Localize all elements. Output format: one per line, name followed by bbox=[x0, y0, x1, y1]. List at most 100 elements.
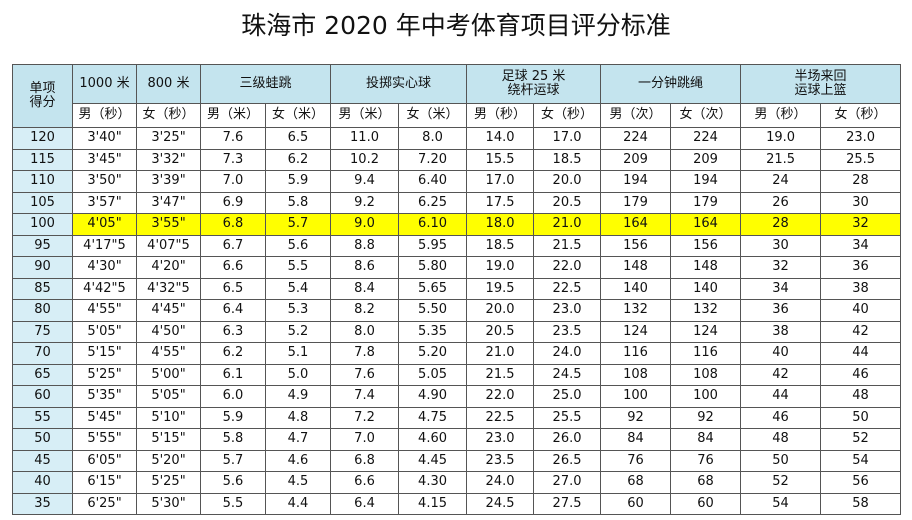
table-cell: 5'10" bbox=[136, 406, 201, 429]
table-row: 45 6'05" 5'20" 5.7 4.6 6.8 4.45 23.5 26.5 76 76 50 5… bbox=[12, 449, 902, 472]
subheader-cell: 女（米） bbox=[398, 103, 468, 128]
table-cell: 20.0 bbox=[466, 299, 535, 322]
subheader-cell: 男（米） bbox=[200, 103, 266, 128]
table-cell: 68 bbox=[600, 471, 672, 494]
score-cell: 50 bbox=[12, 428, 73, 451]
table-cell: 28 bbox=[820, 170, 902, 193]
table-cell: 92 bbox=[670, 406, 742, 429]
table-cell: 23.0 bbox=[533, 299, 602, 322]
table-row: 90 4'30" 4'20" 6.6 5.5 8.6 5.80 19.0 22.0 148 148 3… bbox=[12, 256, 902, 279]
table-cell: 84 bbox=[670, 428, 742, 451]
score-cell: 85 bbox=[12, 277, 73, 300]
table-cell: 6'25" bbox=[72, 492, 137, 515]
table-cell: 40 bbox=[820, 299, 902, 322]
table-row: 70 5'15" 4'55" 6.2 5.1 7.8 5.20 21.0 24.0 116 116 4… bbox=[12, 342, 902, 365]
table-cell: 116 bbox=[600, 342, 672, 365]
table-cell: 6'15" bbox=[72, 471, 137, 494]
table-cell: 5'15" bbox=[72, 342, 137, 365]
table-cell: 194 bbox=[670, 170, 742, 193]
table-cell: 5.5 bbox=[200, 492, 266, 515]
score-cell: 75 bbox=[12, 320, 73, 343]
table-cell: 5.0 bbox=[264, 363, 332, 386]
header-text: 一分钟跳绳 bbox=[638, 75, 704, 91]
table-cell: 44 bbox=[740, 385, 822, 408]
table-cell: 5.1 bbox=[264, 342, 332, 365]
table-cell: 44 bbox=[820, 342, 902, 365]
score-cell: 80 bbox=[12, 299, 73, 322]
table-cell: 116 bbox=[670, 342, 742, 365]
header-text: 绕杆运球 bbox=[507, 83, 560, 98]
table-cell: 24.0 bbox=[466, 471, 535, 494]
header-text: 足球 25 米 bbox=[501, 68, 566, 84]
table-cell: 4.7 bbox=[264, 428, 332, 451]
header-text: 单项 bbox=[29, 80, 56, 96]
header-cell: 投掷实心球 bbox=[330, 64, 468, 104]
table-cell: 24 bbox=[740, 170, 822, 193]
table-header: 单项 得分 1000 米 800 米 三级蛙跳 投掷实心球 足球 25 米绕杆运球 一分钟跳绳… bbox=[12, 64, 902, 128]
score-table: 单项 得分 1000 米 800 米 三级蛙跳 投掷实心球 足球 25 米绕杆运球 一分钟跳绳… bbox=[12, 64, 902, 515]
table-cell: 4'45" bbox=[136, 299, 201, 322]
table-cell: 76 bbox=[600, 449, 672, 472]
table-row: 55 5'45" 5'10" 5.9 4.8 7.2 4.75 22.5 25.5 92 92 46 5… bbox=[12, 406, 902, 429]
table-cell: 17.5 bbox=[466, 191, 535, 214]
table-cell: 5'05" bbox=[72, 320, 137, 343]
table-cell: 5'55" bbox=[72, 428, 137, 451]
table-cell: 179 bbox=[670, 191, 742, 214]
subheader-cell: 男（秒） bbox=[740, 103, 822, 128]
table-cell: 3'57" bbox=[72, 191, 137, 214]
table-cell: 5'05" bbox=[136, 385, 201, 408]
table-cell: 140 bbox=[600, 277, 672, 300]
table-row: 40 6'15" 5'25" 5.6 4.5 6.6 4.30 24.0 27.0 68 68 52 5… bbox=[12, 471, 902, 494]
score-cell: 70 bbox=[12, 342, 73, 365]
table-cell: 5'20" bbox=[136, 449, 201, 472]
table-cell: 7.0 bbox=[330, 428, 400, 451]
table-cell: 3'45" bbox=[72, 148, 137, 171]
table-cell: 10.2 bbox=[330, 148, 400, 171]
table-row: 100 4'05" 3'55" 6.8 5.7 9.0 6.10 18.0 21.0 164 164… bbox=[12, 213, 902, 236]
table-cell: 38 bbox=[740, 320, 822, 343]
table-cell: 68 bbox=[670, 471, 742, 494]
score-cell: 110 bbox=[12, 170, 73, 193]
score-cell: 60 bbox=[12, 385, 73, 408]
table-cell: 3'39" bbox=[136, 170, 201, 193]
table-cell: 224 bbox=[670, 127, 742, 150]
table-cell: 32 bbox=[820, 213, 902, 236]
table-cell: 4.8 bbox=[264, 406, 332, 429]
table-cell: 3'55" bbox=[136, 213, 201, 236]
table-cell: 3'50" bbox=[72, 170, 137, 193]
table-cell: 60 bbox=[670, 492, 742, 515]
header-cell: 单项 得分 bbox=[12, 64, 73, 128]
table-row: 35 6'25" 5'30" 5.5 4.4 6.4 4.15 24.5 27.5 60 60 54 5… bbox=[12, 492, 902, 515]
table-cell: 7.3 bbox=[200, 148, 266, 171]
score-cell: 40 bbox=[12, 471, 73, 494]
table-cell: 108 bbox=[600, 363, 672, 386]
score-cell: 115 bbox=[12, 148, 73, 171]
table-cell: 23.5 bbox=[466, 449, 535, 472]
table-cell: 27.0 bbox=[533, 471, 602, 494]
table-cell: 132 bbox=[600, 299, 672, 322]
table-cell: 22.0 bbox=[466, 385, 535, 408]
table-cell: 22.0 bbox=[533, 256, 602, 279]
subheader-cell: 男（次） bbox=[600, 103, 672, 128]
table-cell: 4.15 bbox=[398, 492, 468, 515]
header-row: 男（秒） 女（秒） 男（米） 女（米） 男（米） 女（米） 男（秒） 女（秒） 男（次） 女（次）… bbox=[13, 103, 902, 128]
table-body: 120 3'40" 3'25" 7.6 6.5 11.0 8.0 14.0 17.0 224 224… bbox=[12, 127, 902, 515]
score-cell: 90 bbox=[12, 256, 73, 279]
score-cell: 100 bbox=[12, 213, 73, 236]
table-cell: 30 bbox=[820, 191, 902, 214]
table-cell: 17.0 bbox=[466, 170, 535, 193]
header-cell: 1000 米 bbox=[72, 64, 137, 104]
table-cell: 4'32"5 bbox=[136, 277, 201, 300]
table-cell: 148 bbox=[600, 256, 672, 279]
table-cell: 9.4 bbox=[330, 170, 400, 193]
table-cell: 6.2 bbox=[200, 342, 266, 365]
table-cell: 36 bbox=[740, 299, 822, 322]
table-cell: 21.5 bbox=[466, 363, 535, 386]
table-cell: 34 bbox=[820, 234, 902, 257]
table-cell: 6.10 bbox=[398, 213, 468, 236]
table-cell: 100 bbox=[670, 385, 742, 408]
table-cell: 40 bbox=[740, 342, 822, 365]
table-cell: 5.2 bbox=[264, 320, 332, 343]
subheader-cell: 女（米） bbox=[264, 103, 332, 128]
table-cell: 7.2 bbox=[330, 406, 400, 429]
